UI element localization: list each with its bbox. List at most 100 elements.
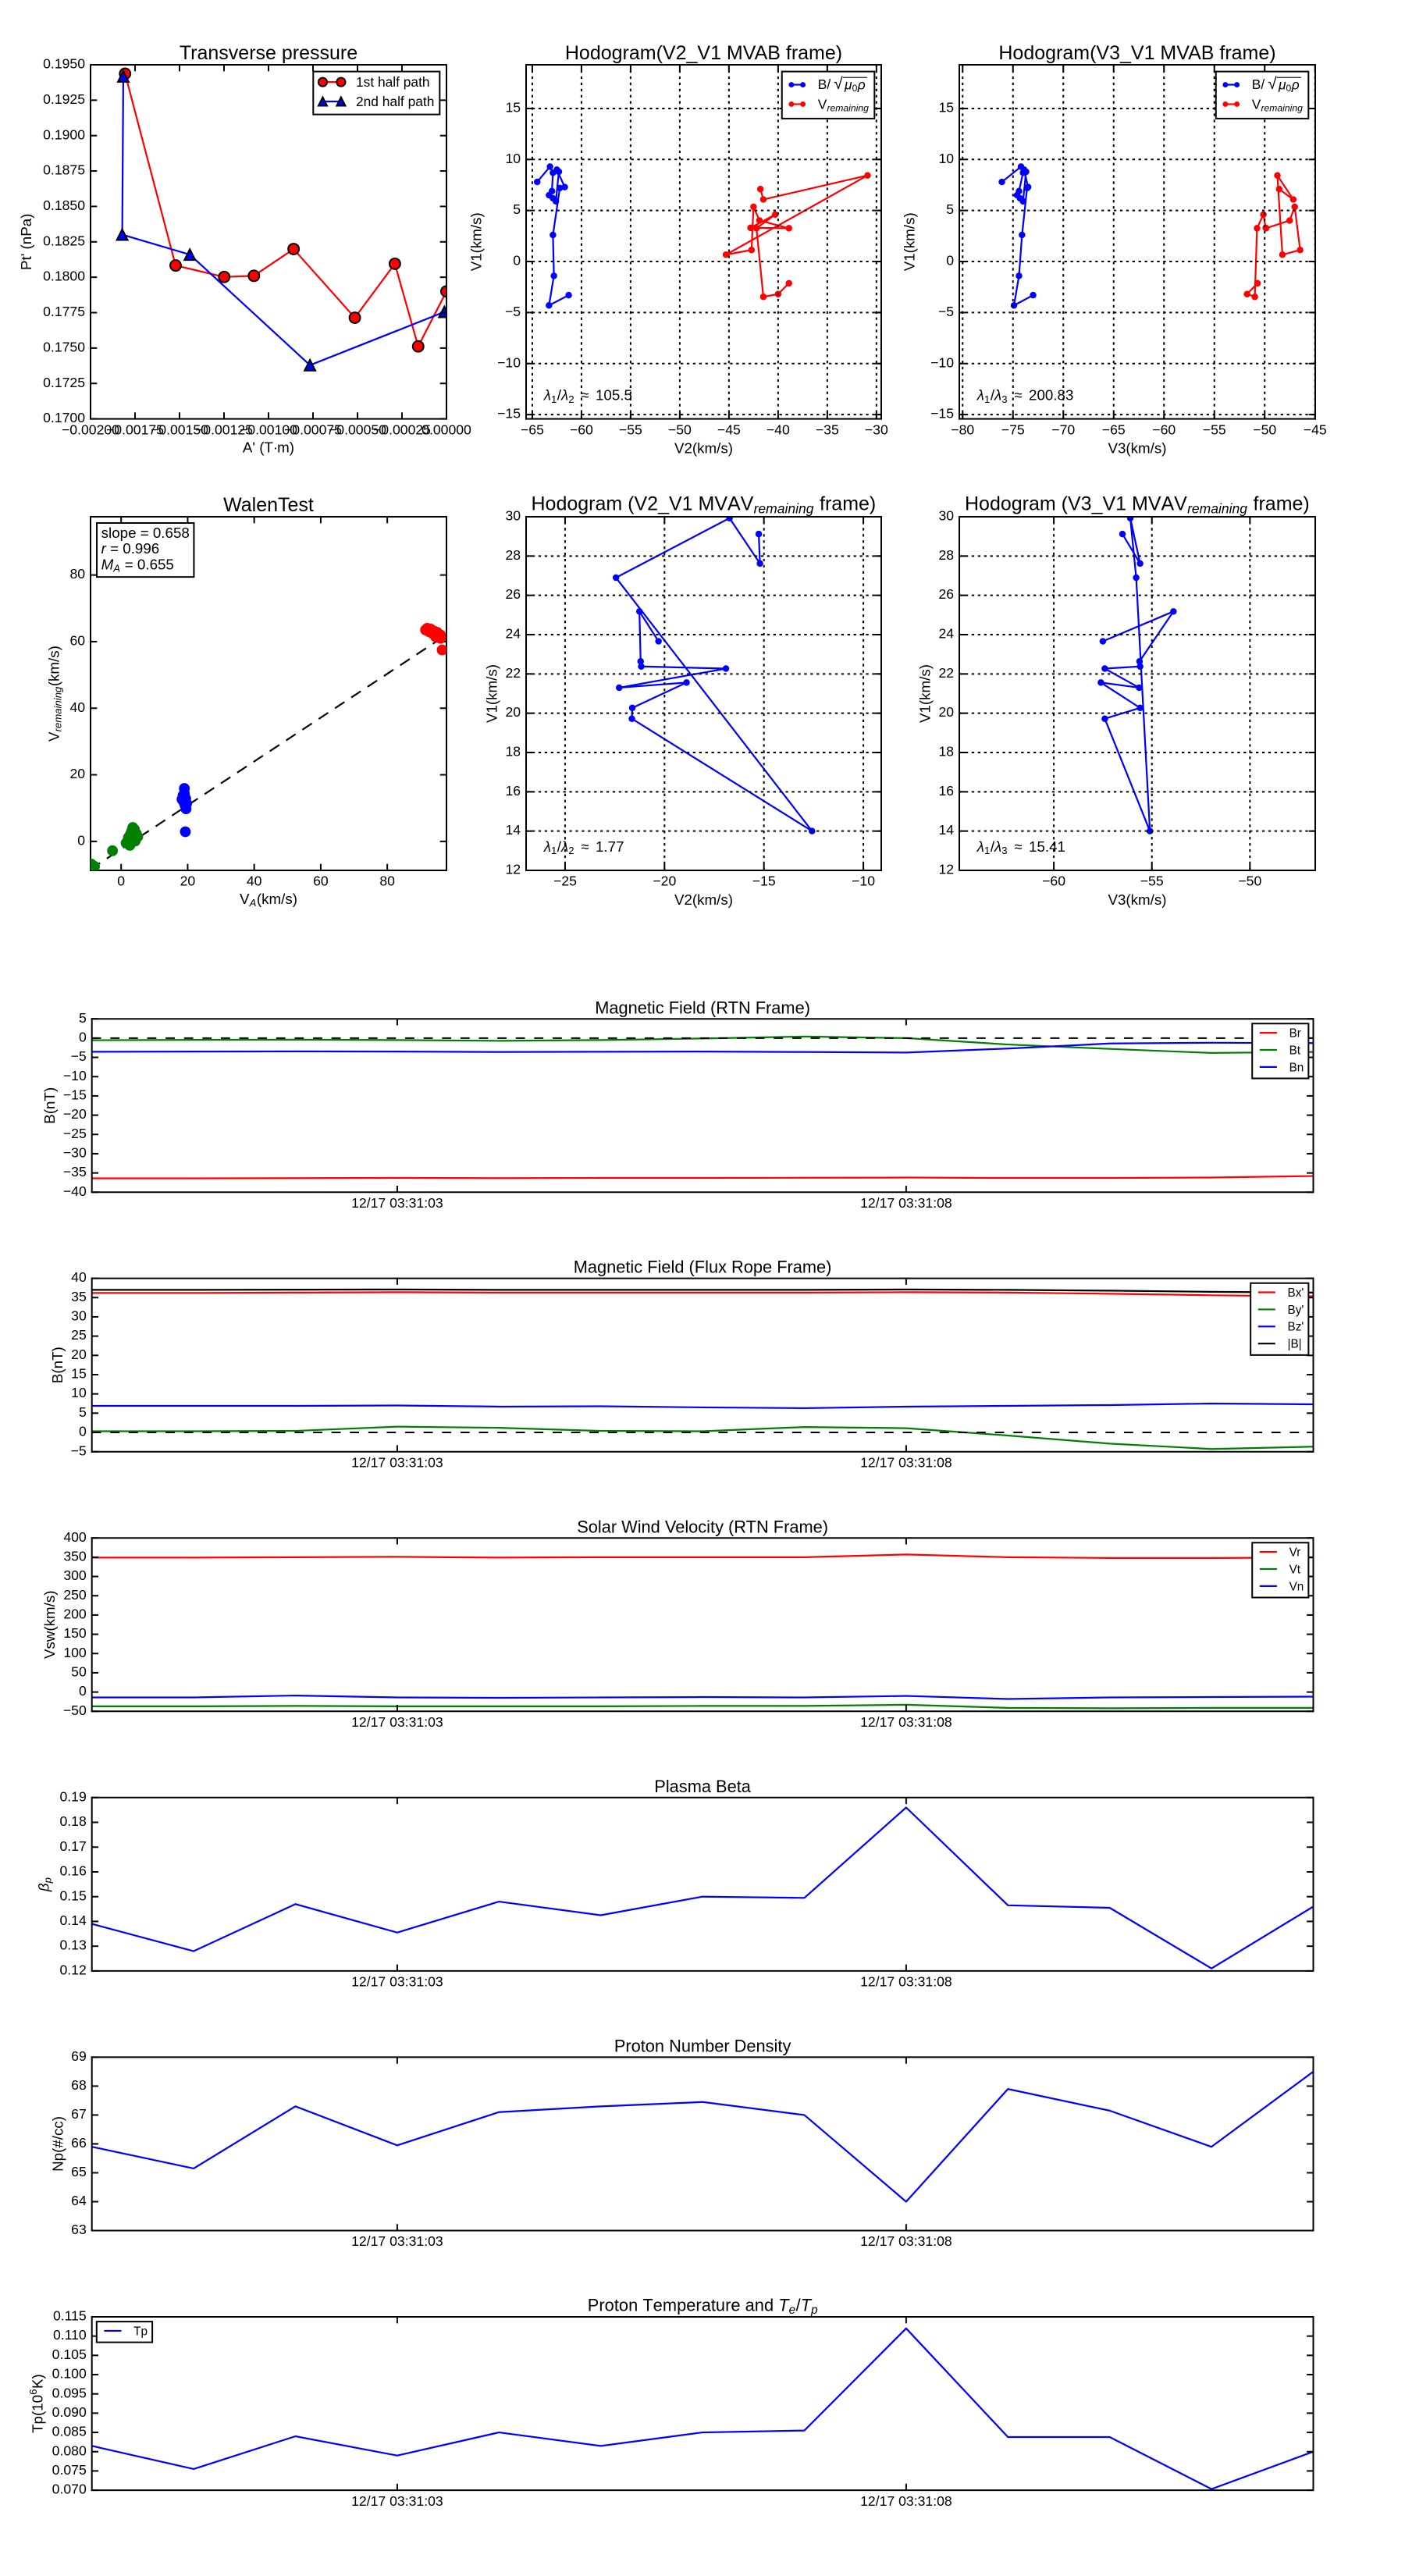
svg-text:−0.00050: −0.00050 <box>329 422 386 437</box>
svg-text:−35: −35 <box>816 422 839 437</box>
svg-text:−0.00200: −0.00200 <box>62 422 119 437</box>
svg-text:V1(km/s): V1(km/s) <box>902 212 918 271</box>
svg-text:20: 20 <box>180 873 196 889</box>
svg-text:−50: −50 <box>1253 422 1276 437</box>
svg-text:18: 18 <box>938 744 954 760</box>
svg-text:−45: −45 <box>717 422 741 437</box>
svg-text:10: 10 <box>505 151 521 166</box>
svg-text:0.1875: 0.1875 <box>43 162 85 178</box>
svg-text:68: 68 <box>71 2077 87 2093</box>
svg-text:V3(km/s): V3(km/s) <box>1108 440 1167 457</box>
svg-text:35: 35 <box>71 1289 87 1304</box>
svg-text:A ' (: A ' ( T m ) · <box>243 436 299 456</box>
svg-text:−5: −5 <box>71 1443 87 1458</box>
svg-text:28: 28 <box>938 547 954 563</box>
svg-text:0: 0 <box>513 253 521 269</box>
svg-text:0.15: 0.15 <box>59 1888 87 1903</box>
svg-text:18: 18 <box>505 744 521 760</box>
svg-text:r =: r = 0 . 9 9 6 <box>101 538 160 557</box>
svg-text:Vr: Vr <box>1289 1546 1301 1559</box>
svg-text:200: 200 <box>63 1606 87 1621</box>
svg-text:Bz': Bz' <box>1288 1321 1304 1334</box>
svg-text:10: 10 <box>71 1385 87 1400</box>
svg-text:−60: −60 <box>1152 422 1176 437</box>
svg-text:12/17 03:31:08: 12/17 03:31:08 <box>860 2493 952 2509</box>
svg-text:0.075: 0.075 <box>52 2462 87 2478</box>
svg-text:0.1750: 0.1750 <box>43 339 85 354</box>
svg-text:60: 60 <box>69 633 85 649</box>
svg-text:Bt: Bt <box>1289 1044 1301 1057</box>
svg-text:Magnetic Field (RTN Frame): Magnetic Field (RTN Frame) <box>595 998 810 1017</box>
svg-text:0.110: 0.110 <box>53 2327 87 2343</box>
svg-text:20: 20 <box>505 704 521 720</box>
svg-text:−0.00100: −0.00100 <box>240 422 297 437</box>
svg-text:−15: −15 <box>930 406 954 422</box>
svg-text:V r e m: V r e m a i n i n g <box>1252 93 1303 115</box>
svg-text:V2(km/s): V2(km/s) <box>674 891 733 908</box>
svg-text:−15: −15 <box>752 873 776 889</box>
svg-text:0.1900: 0.1900 <box>43 126 85 142</box>
svg-text:0.105: 0.105 <box>52 2347 87 2362</box>
svg-text:12/17 03:31:03: 12/17 03:31:03 <box>351 2233 443 2249</box>
svg-text:M A =: M A = 0 . 6 5 5 <box>101 553 174 575</box>
svg-text:12: 12 <box>505 862 521 877</box>
svg-text:12: 12 <box>938 862 954 877</box>
svg-text:300: 300 <box>63 1567 87 1583</box>
svg-text:−35: −35 <box>63 1164 87 1179</box>
svg-text:40: 40 <box>71 1269 87 1285</box>
svg-text:Bx': Bx' <box>1288 1286 1304 1300</box>
svg-text:66: 66 <box>71 2135 87 2151</box>
svg-text:V2(km/s): V2(km/s) <box>674 440 733 457</box>
svg-text:−0.00175: −0.00175 <box>106 422 164 437</box>
svg-text:15: 15 <box>71 1366 87 1382</box>
svg-text:5: 5 <box>946 201 954 217</box>
svg-text:−75: −75 <box>1001 422 1025 437</box>
svg-text:−0.00075: −0.00075 <box>284 422 342 437</box>
svg-text:100: 100 <box>63 1645 87 1660</box>
svg-text:30: 30 <box>505 508 521 524</box>
svg-text:−55: −55 <box>1203 422 1226 437</box>
svg-text:0.115: 0.115 <box>53 2308 87 2324</box>
svg-text:Solar Wind Velocity (RTN Frame: Solar Wind Velocity (RTN Frame) <box>577 1517 828 1536</box>
svg-text:−20: −20 <box>653 873 676 889</box>
svg-text:0: 0 <box>79 1683 87 1699</box>
svg-text:−5: −5 <box>938 304 954 319</box>
svg-text:−50: −50 <box>668 422 692 437</box>
svg-text:−10: −10 <box>63 1068 87 1083</box>
svg-text:0.14: 0.14 <box>59 1912 87 1928</box>
svg-text:22: 22 <box>505 665 521 681</box>
svg-text:Transverse pressure: Transverse pressure <box>180 42 357 64</box>
svg-text:12/17 03:31:08: 12/17 03:31:08 <box>860 1974 952 1990</box>
svg-text:V1(km/s): V1(km/s) <box>917 664 934 723</box>
svg-text:0: 0 <box>79 1424 87 1439</box>
svg-text:H o d o: H o d o g r a m ( V 3 _ V 1 M V A V f r … <box>965 493 1314 518</box>
svg-text:0.080: 0.080 <box>52 2443 87 2458</box>
svg-text:20: 20 <box>69 766 85 781</box>
svg-text:V1(km/s): V1(km/s) <box>468 212 485 271</box>
svg-text:0.1800: 0.1800 <box>43 269 85 284</box>
svg-text:Vn: Vn <box>1289 1580 1304 1593</box>
svg-text:0.17: 0.17 <box>59 1838 86 1854</box>
svg-text:Pt' (nPa): Pt' (nPa) <box>18 214 34 270</box>
svg-text:16: 16 <box>938 783 954 799</box>
svg-text:−25: −25 <box>553 873 577 889</box>
svg-text:0.085: 0.085 <box>52 2424 87 2439</box>
svg-text:24: 24 <box>505 626 521 642</box>
svg-text:12/17 03:31:03: 12/17 03:31:03 <box>351 1195 443 1211</box>
svg-text:26: 26 <box>505 586 521 602</box>
svg-text:0.16: 0.16 <box>59 1863 87 1879</box>
svg-text:5: 5 <box>79 1404 87 1420</box>
svg-text:−40: −40 <box>63 1183 87 1199</box>
svg-text:14: 14 <box>505 822 521 838</box>
svg-text:−25: −25 <box>63 1126 87 1141</box>
svg-text:30: 30 <box>938 508 954 524</box>
svg-text:16: 16 <box>505 783 521 799</box>
svg-text:67: 67 <box>71 2106 87 2122</box>
svg-text:63: 63 <box>71 2222 87 2237</box>
svg-text:|B|: |B| <box>1288 1338 1302 1351</box>
svg-text:69: 69 <box>71 2048 87 2064</box>
svg-text:12/17 03:31:03: 12/17 03:31:03 <box>351 1714 443 1730</box>
svg-text:0.1950: 0.1950 <box>43 56 85 72</box>
svg-text:V r e m: V r e m a i n i n g <box>818 93 869 115</box>
svg-text:B(nT): B(nT) <box>41 1087 58 1124</box>
